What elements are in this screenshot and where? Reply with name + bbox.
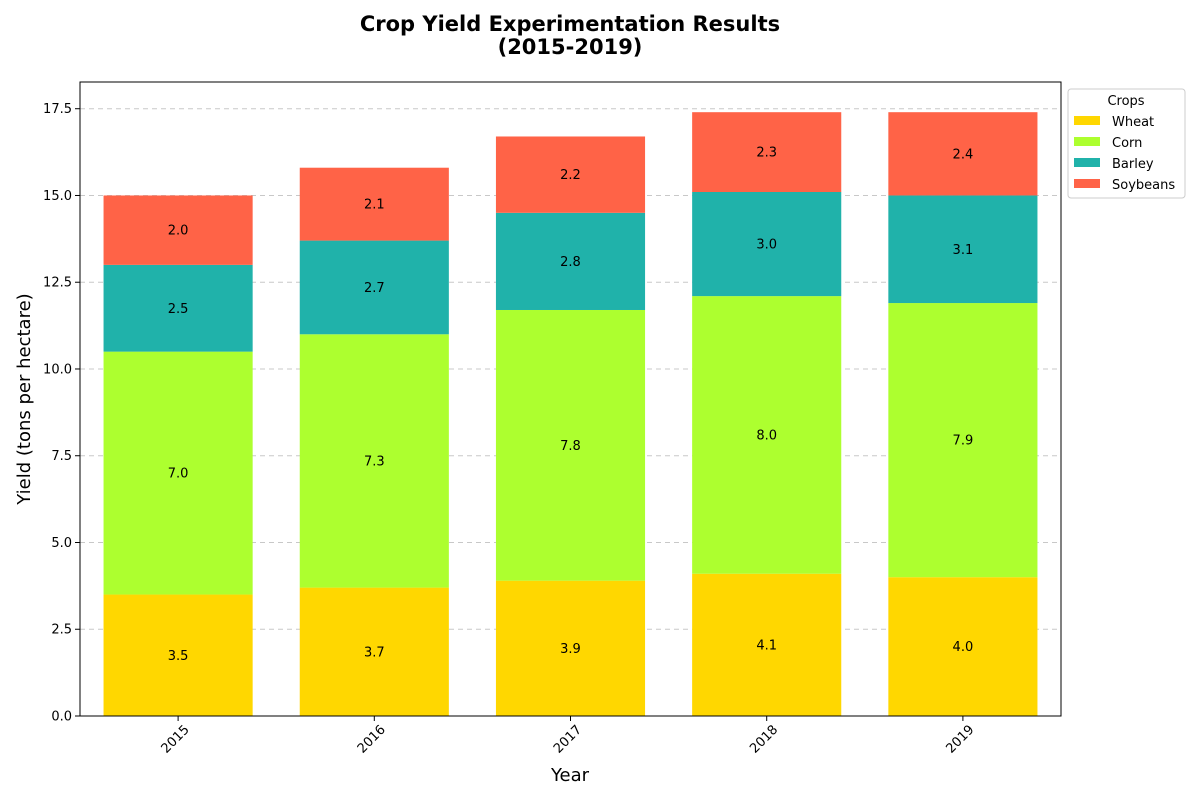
legend-label-barley: Barley: [1112, 157, 1154, 172]
data-label-barley-2017: 2.8: [560, 255, 581, 270]
legend-swatch-soybeans: [1074, 179, 1100, 188]
y-axis: 0.0 2.5 5.0 7.5 10.0 12.5 15.0 17.5: [43, 102, 80, 725]
data-label-corn-2019: 7.9: [953, 434, 974, 449]
bar-wheat-2018: [692, 573, 842, 716]
data-label-soybeans-2019: 2.4: [953, 147, 974, 162]
x-axis: 2015 2016 2017 2018 2019: [159, 716, 977, 757]
data-label-barley-2016: 2.7: [364, 281, 385, 296]
x-tick-label: 2016: [355, 723, 389, 757]
data-label-wheat-2016: 3.7: [364, 645, 385, 660]
bar-wheat-2015: [103, 594, 253, 716]
data-label-barley-2018: 3.0: [756, 238, 777, 253]
bar-soybeans-2015: [103, 195, 253, 265]
data-label-soybeans-2015: 2.0: [168, 224, 189, 239]
bar-soybeans-2016: [299, 167, 449, 241]
data-label-barley-2019: 3.1: [953, 243, 974, 258]
data-labels: 3.5 7.0 2.5 2.0 3.7 7.3 2.7 2.1 3.9 7.8 2.8 2.2 4.1 8…: [168, 146, 973, 664]
data-label-soybeans-2017: 2.2: [560, 168, 581, 183]
bar-soybeans-2019: [888, 112, 1038, 196]
data-label-wheat-2019: 4.0: [953, 640, 974, 655]
data-label-wheat-2017: 3.9: [560, 642, 581, 657]
legend-swatch-barley: [1074, 158, 1100, 167]
data-label-corn-2015: 7.0: [168, 467, 189, 482]
bar-barley-2018: [692, 192, 842, 297]
y-tick-label: 10.0: [43, 362, 72, 377]
bar-wheat-2017: [495, 580, 646, 716]
bar-corn-2015: [103, 351, 253, 595]
data-label-corn-2017: 7.8: [560, 439, 581, 454]
bar-barley-2015: [103, 264, 253, 352]
bar-corn-2016: [299, 334, 449, 588]
legend-swatch-corn: [1074, 137, 1100, 146]
bar-corn-2017: [495, 309, 646, 581]
bar-barley-2017: [495, 212, 646, 310]
data-label-soybeans-2016: 2.1: [364, 198, 385, 213]
legend-swatch-wheat: [1074, 116, 1100, 125]
data-label-wheat-2018: 4.1: [756, 638, 777, 653]
chart-title-line1: Crop Yield Experimentation Results: [360, 12, 780, 36]
data-label-corn-2016: 7.3: [364, 454, 385, 469]
y-tick-label: 12.5: [43, 276, 72, 291]
data-label-wheat-2015: 3.5: [168, 649, 189, 664]
bar-barley-2016: [299, 240, 449, 335]
y-tick-label: 2.5: [51, 623, 72, 638]
legend-label-corn: Corn: [1112, 136, 1142, 151]
x-tick-label: 2017: [551, 723, 585, 757]
y-tick-label: 0.0: [51, 710, 72, 725]
data-label-corn-2018: 8.0: [756, 428, 777, 443]
legend-title: Crops: [1107, 94, 1144, 109]
bar-wheat-2016: [299, 587, 449, 716]
x-tick-label: 2018: [747, 723, 781, 757]
x-axis-label: Year: [550, 765, 590, 786]
data-label-barley-2015: 2.5: [168, 302, 189, 317]
bar-corn-2019: [888, 303, 1038, 578]
bar-barley-2019: [888, 195, 1038, 304]
y-tick-label: 5.0: [51, 536, 72, 551]
legend: Crops Wheat Corn Barley Soybeans: [1067, 88, 1186, 199]
bar-soybeans-2018: [692, 112, 842, 193]
data-label-soybeans-2018: 2.3: [756, 146, 777, 161]
y-tick-label: 7.5: [51, 449, 72, 464]
bar-soybeans-2017: [495, 136, 646, 213]
x-tick-label: 2019: [943, 723, 977, 757]
chart-title-line2: (2015-2019): [498, 35, 643, 59]
bars: [103, 112, 1038, 716]
y-tick-label: 17.5: [43, 102, 72, 117]
x-tick-label: 2015: [159, 723, 193, 757]
legend-label-wheat: Wheat: [1112, 115, 1154, 130]
bar-wheat-2019: [888, 577, 1038, 716]
legend-label-soybeans: Soybeans: [1112, 178, 1175, 193]
bar-corn-2018: [692, 296, 842, 574]
y-tick-label: 15.0: [43, 189, 72, 204]
y-axis-label: Yield (tons per hectare): [14, 293, 35, 505]
